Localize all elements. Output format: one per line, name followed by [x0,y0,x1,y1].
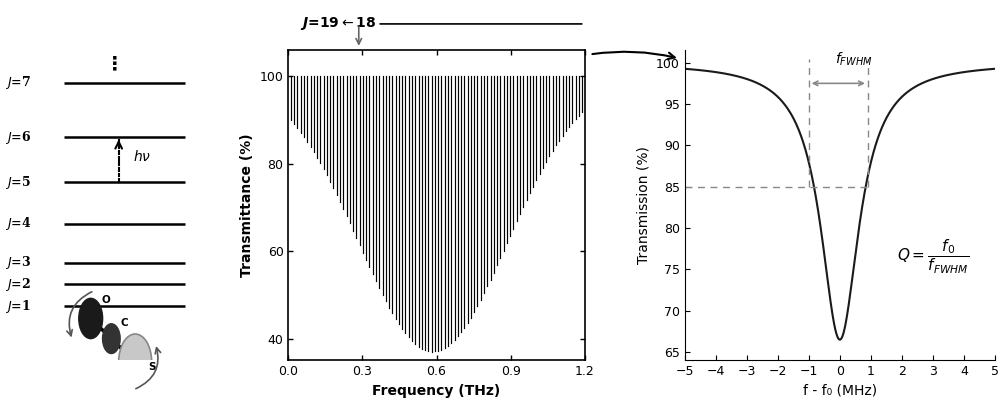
Text: $h\nu$: $h\nu$ [133,149,152,164]
Text: $J$=6: $J$=6 [5,129,31,145]
Text: $J$=1: $J$=1 [5,297,31,315]
Text: $J$=7: $J$=7 [5,74,31,91]
Text: O: O [101,295,110,305]
Text: $\bfit{J}$=19$\leftarrow$18: $\bfit{J}$=19$\leftarrow$18 [300,16,376,32]
Text: $Q = \dfrac{f_0}{f_{FWHM}}$: $Q = \dfrac{f_0}{f_{FWHM}}$ [897,238,969,276]
Y-axis label: Transmittance (%): Transmittance (%) [240,134,254,277]
Text: $J$=2: $J$=2 [5,276,31,293]
Circle shape [79,298,103,339]
Y-axis label: Transmission (%): Transmission (%) [636,146,650,264]
Text: $J$=3: $J$=3 [5,254,31,271]
X-axis label: Frequency (THz): Frequency (THz) [372,384,501,398]
Text: $J$=4: $J$=4 [5,215,31,233]
Text: S: S [148,362,155,372]
Text: C: C [120,318,128,328]
Circle shape [103,324,120,354]
Text: $f_{FWHM}$: $f_{FWHM}$ [835,51,873,68]
Text: $J$=5: $J$=5 [5,173,31,191]
X-axis label: f - f₀ (MHz): f - f₀ (MHz) [803,384,877,398]
Circle shape [119,334,152,390]
Text: ⋮: ⋮ [105,55,125,74]
